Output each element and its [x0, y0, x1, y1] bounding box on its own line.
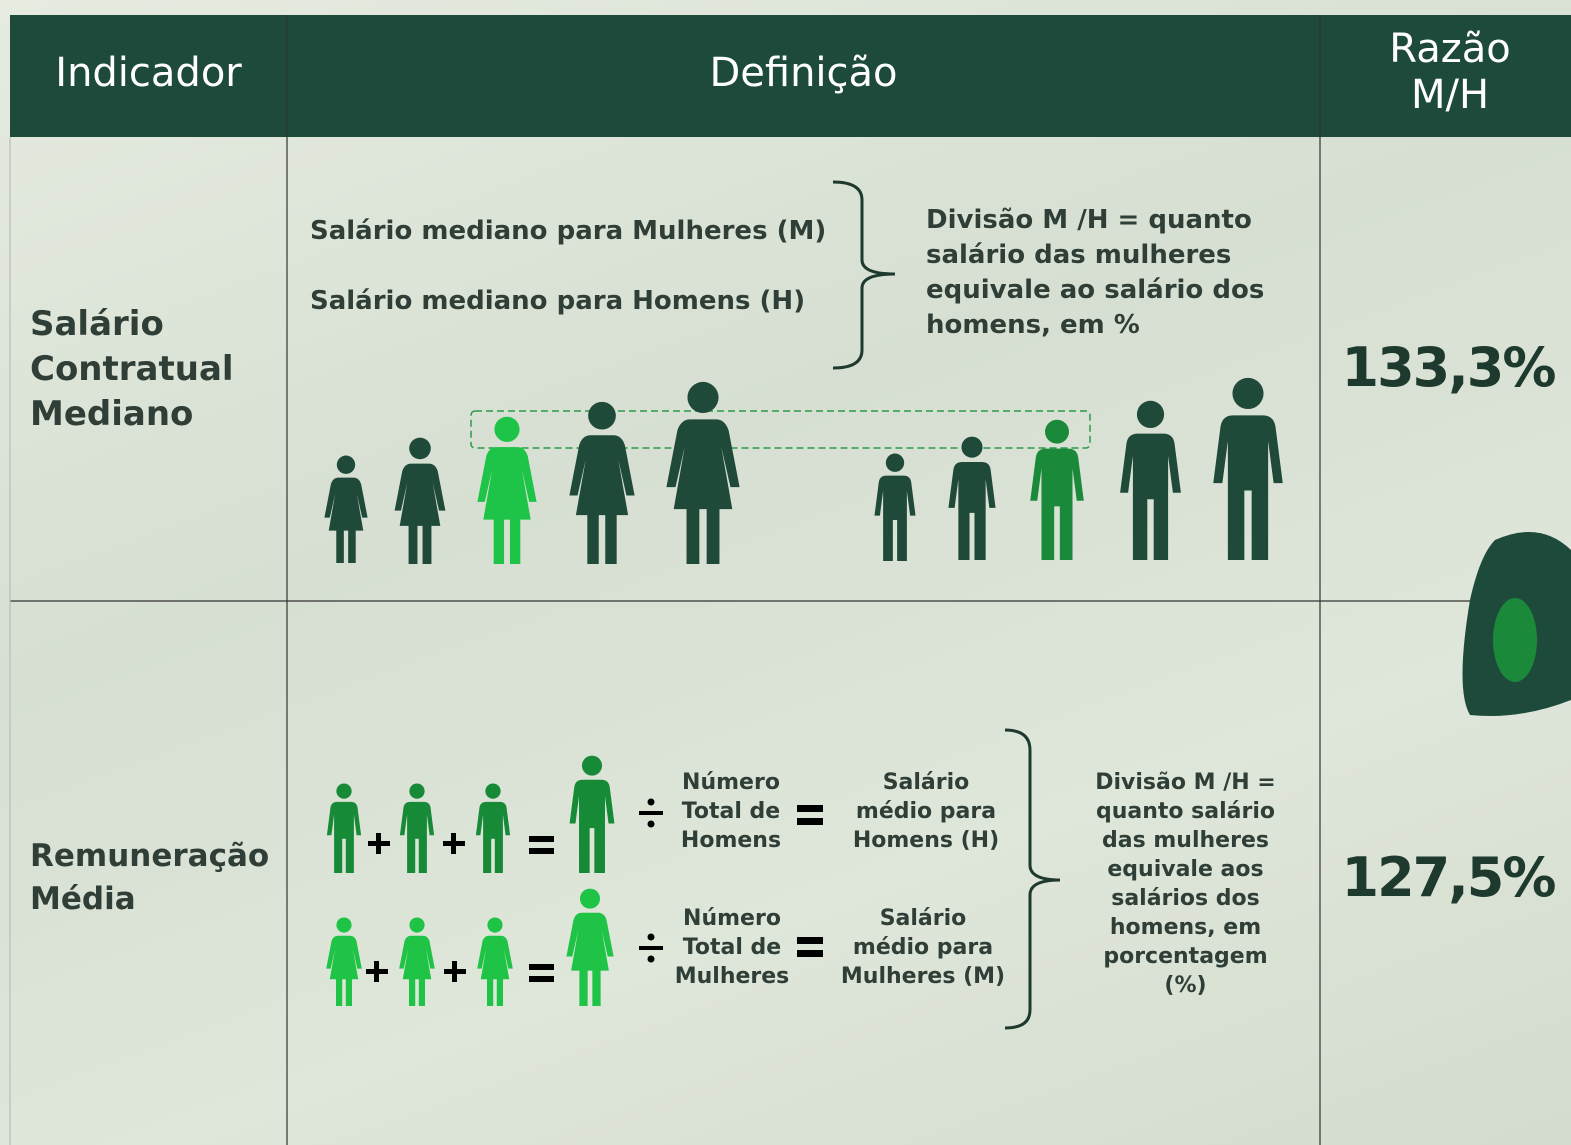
woman-icon [326, 917, 362, 1006]
man-icon [569, 755, 615, 873]
division-text: Divisão M /H = quanto salário das mulher… [926, 205, 1265, 340]
woman-icon [666, 381, 740, 564]
man-icon [326, 783, 362, 873]
definition-text: Salário mediano para Homens (H) [310, 286, 806, 316]
man-icon [1030, 419, 1084, 560]
man-icon [475, 783, 511, 873]
definition-text: Salário mediano para Mulheres (M) [310, 216, 827, 246]
indicator: Salário Contratual Mediano [30, 304, 234, 434]
braces [832, 180, 1061, 1030]
header-cell: Indicador [55, 50, 242, 96]
man-icon [1213, 377, 1283, 560]
people-row2 [326, 755, 615, 1006]
grid [9, 15, 1571, 1145]
man-icon [948, 436, 996, 560]
woman-icon [477, 416, 537, 564]
woman-icon [394, 437, 446, 564]
woman-icon [566, 888, 614, 1006]
definition-text: Número Total de Homens [680, 770, 782, 853]
ratio: 133,3% [1341, 336, 1557, 399]
header-bg [10, 15, 1571, 137]
indicator: Remuneração Média [30, 838, 270, 917]
ratio: 127,5% [1341, 846, 1557, 909]
definition-text: Salário médio para Mulheres (M) [840, 906, 1006, 989]
woman-icon [399, 917, 435, 1006]
woman-icon [324, 455, 368, 563]
division-text: Divisão M /H = quanto salário das mulher… [1095, 770, 1276, 998]
header-cell: Razão M/H [1389, 26, 1511, 118]
operators [366, 798, 823, 982]
decoration [1493, 598, 1537, 682]
definition-text: Salário médio para Homens (H) [852, 770, 1000, 853]
header-cell: Definição [709, 50, 898, 96]
woman-icon [477, 917, 513, 1006]
man-icon [1120, 400, 1181, 560]
people-row1 [324, 377, 1283, 564]
definition-text: Número Total de Mulheres [674, 906, 790, 989]
man-icon [874, 453, 916, 561]
woman-icon [569, 401, 635, 564]
man-icon [399, 783, 435, 873]
highlight-box [470, 410, 1091, 449]
